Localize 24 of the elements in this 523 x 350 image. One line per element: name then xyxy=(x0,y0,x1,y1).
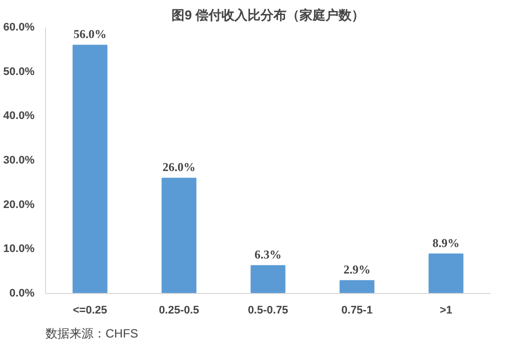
source-note: 数据来源：CHFS xyxy=(46,326,138,340)
bar xyxy=(250,265,286,294)
data-label: 26.0% xyxy=(162,160,196,174)
bar xyxy=(72,44,108,294)
y-tick-label: 60.0% xyxy=(3,22,35,34)
data-label: 2.9% xyxy=(344,262,370,277)
x-tick-label: >1 xyxy=(440,304,452,316)
bar xyxy=(340,280,374,294)
y-tick-label: 0.0% xyxy=(9,288,35,300)
y-tick-label: 10.0% xyxy=(3,243,35,256)
chart-title: 图9 偿付收入比分布（家庭户数） xyxy=(172,8,364,22)
x-tick-label: <=0.25 xyxy=(72,304,108,316)
data-label: 56.0% xyxy=(74,27,106,42)
bar xyxy=(162,178,196,294)
data-label: 8.9% xyxy=(432,236,460,250)
y-tick-label: 50.0% xyxy=(3,66,35,78)
x-tick-label: 0.75-1 xyxy=(341,304,373,316)
y-tick-label: 40.0% xyxy=(3,110,35,122)
bar xyxy=(428,254,464,294)
x-tick-label: 0.25-0.5 xyxy=(158,304,200,316)
data-label: 6.3% xyxy=(254,248,282,262)
x-tick-label: 0.5-0.75 xyxy=(248,304,288,316)
y-tick-label: 20.0% xyxy=(3,198,35,211)
y-tick-label: 30.0% xyxy=(3,154,35,166)
